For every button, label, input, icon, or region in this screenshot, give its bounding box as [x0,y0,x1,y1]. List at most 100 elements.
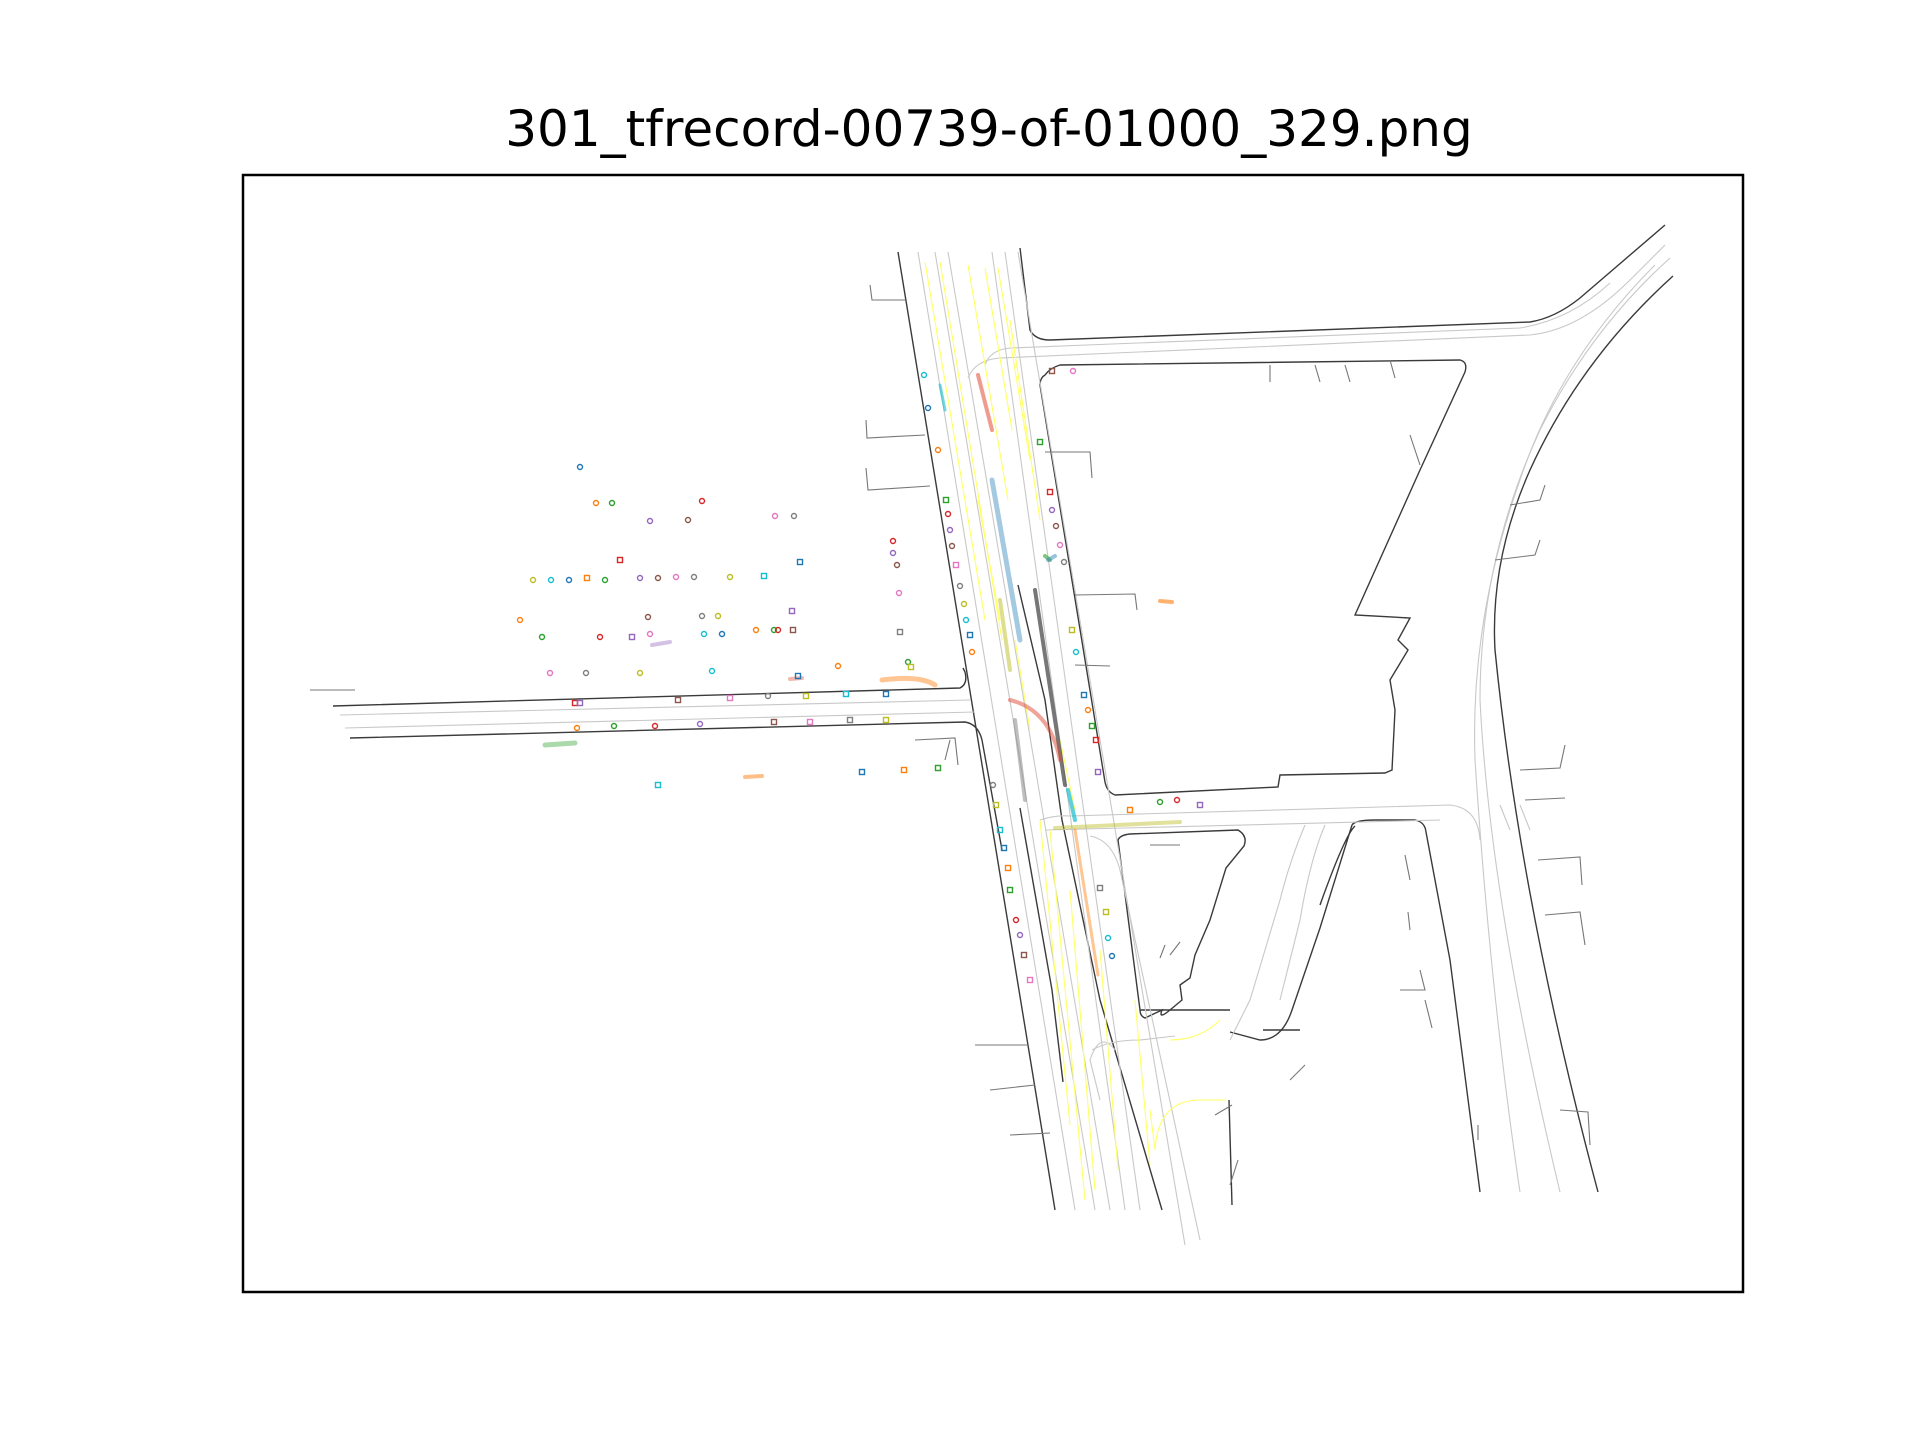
agent-marker [788,607,796,615]
agent-marker [893,561,901,569]
agent-marker [858,768,866,776]
agent-marker [616,556,624,564]
agent-marker [672,573,680,581]
agent-marker [1156,798,1164,806]
lane-centers [339,244,1671,1246]
agent-marker [1026,976,1034,984]
agent-marker [924,404,932,412]
agent-marker [966,631,974,639]
agent-marker [592,499,600,507]
agent-marker [644,613,652,621]
agent-marker [714,612,722,620]
agent-marker [889,537,897,545]
agent-marker [752,626,760,634]
agent-marker [934,764,942,772]
agent-marker [1126,806,1134,814]
agent-marker [1004,864,1012,872]
agent-marker [764,692,772,700]
agent-marker [698,612,706,620]
agent-marker [944,510,952,518]
agent-marker [1036,438,1044,446]
curb-stubs [310,284,1591,1186]
agent-marker [596,633,604,641]
agent-marker [726,694,734,702]
plot-frame [241,173,1745,1294]
agent-marker [900,766,908,774]
agent-marker [794,672,802,680]
agent-marker [726,573,734,581]
agent-marker [651,722,659,730]
agent-marker [774,626,782,634]
agent-marker [789,626,797,634]
agent-marker [1020,951,1028,959]
agent-marker [546,669,554,677]
agent-marker [538,633,546,641]
agent-marker [895,589,903,597]
agent-marker [1012,916,1020,924]
agent-marker [576,699,584,707]
agent-marker [920,371,928,379]
agent-marker [698,497,706,505]
agent-marker [771,512,779,520]
agent-marker [834,662,842,670]
agent-marker [790,512,798,520]
agent-marker [760,572,768,580]
agent-marker [565,576,573,584]
agent-marker [1052,522,1060,530]
agent-marker [529,576,537,584]
agent-marker [796,558,804,566]
agent-marker [956,582,964,590]
agent-marker [989,781,997,789]
agent-marker [896,628,904,636]
agent-marker [904,658,912,666]
agent-markers [516,367,1204,984]
agent-marker [946,526,954,534]
agent-marker [802,692,810,700]
agent-marker [962,616,970,624]
agent-marker [882,716,890,724]
agent-marker [889,549,897,557]
figure-title: 301_tfrecord-00739-of-01000_329.png [505,100,1473,158]
agent-marker [907,663,915,671]
agent-marker [952,561,960,569]
agent-marker [1006,886,1014,894]
agent-marker [696,720,704,728]
agent-marker [583,574,591,582]
agent-marker [1108,952,1116,960]
agent-marker [684,516,692,524]
agent-marker [1046,488,1054,496]
agent-marker [608,499,616,507]
agent-marker [1048,506,1056,514]
agent-marker [1092,736,1100,744]
agent-marker [516,616,524,624]
agent-marker [1080,691,1088,699]
agent-marker [1068,626,1076,634]
agent-marker [576,463,584,471]
agent-marker [1072,648,1080,656]
lane-dividers [924,261,1225,1201]
agent-marker [571,699,579,707]
agent-marker [968,648,976,656]
agent-marker [1069,367,1077,375]
agent-marker [1094,768,1102,776]
agent-marker [700,630,708,638]
agent-marker [1060,558,1068,566]
agent-marker [628,633,636,641]
agent-tracks [542,373,1182,977]
agent-marker [1196,801,1204,809]
agent-marker [996,826,1004,834]
agent-marker [718,630,726,638]
agent-marker [1016,931,1024,939]
agent-marker [1173,796,1181,804]
agent-marker [942,496,950,504]
agent-marker [690,573,698,581]
agent-marker [646,630,654,638]
agent-marker [654,781,662,789]
agent-marker [1048,367,1056,375]
agent-marker [582,669,590,677]
agent-marker [1102,908,1110,916]
agent-marker [882,690,890,698]
agent-marker [646,517,654,525]
agent-marker [846,716,854,724]
